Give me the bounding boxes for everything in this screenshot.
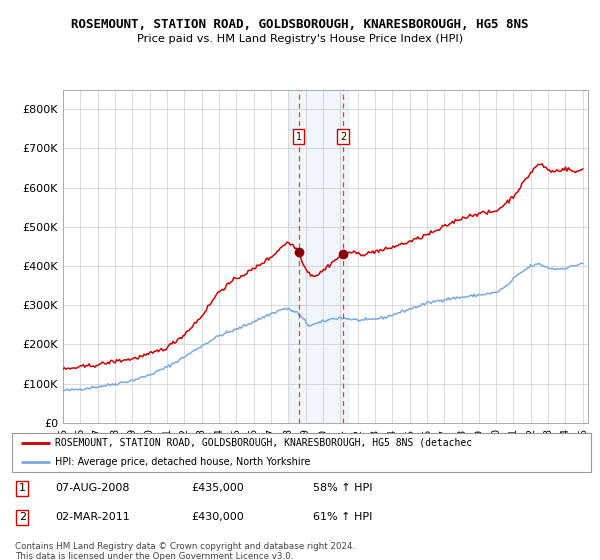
Text: Price paid vs. HM Land Registry's House Price Index (HPI): Price paid vs. HM Land Registry's House … — [137, 34, 463, 44]
Text: 2: 2 — [340, 132, 346, 142]
Text: 07-AUG-2008: 07-AUG-2008 — [55, 483, 130, 493]
Bar — [289, 90, 347, 423]
Text: ROSEMOUNT, STATION ROAD, GOLDSBOROUGH, KNARESBOROUGH, HG5 8NS (detachec: ROSEMOUNT, STATION ROAD, GOLDSBOROUGH, K… — [55, 437, 473, 447]
FancyBboxPatch shape — [12, 433, 591, 472]
Text: HPI: Average price, detached house, North Yorkshire: HPI: Average price, detached house, Nort… — [55, 458, 311, 468]
Text: £435,000: £435,000 — [191, 483, 244, 493]
Text: 1: 1 — [296, 132, 302, 142]
Text: 58% ↑ HPI: 58% ↑ HPI — [313, 483, 373, 493]
Text: £430,000: £430,000 — [191, 512, 244, 522]
Text: 1: 1 — [19, 483, 26, 493]
Text: 61% ↑ HPI: 61% ↑ HPI — [313, 512, 373, 522]
Text: ROSEMOUNT, STATION ROAD, GOLDSBOROUGH, KNARESBOROUGH, HG5 8NS: ROSEMOUNT, STATION ROAD, GOLDSBOROUGH, K… — [71, 18, 529, 31]
Text: 02-MAR-2011: 02-MAR-2011 — [55, 512, 130, 522]
Text: Contains HM Land Registry data © Crown copyright and database right 2024.
This d: Contains HM Land Registry data © Crown c… — [15, 542, 355, 560]
Text: 2: 2 — [19, 512, 26, 522]
